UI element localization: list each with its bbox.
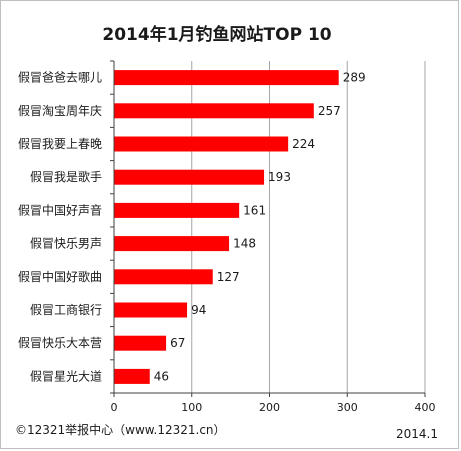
data-label: 148 [233, 237, 256, 251]
bar [114, 335, 167, 351]
x-tick-label: 100 [181, 401, 202, 414]
data-labels: 289 257 224 193 161 148 127 94 67 46 [154, 71, 366, 384]
source-credit: ©12321举报中心（www.12321.cn） [15, 422, 226, 437]
category-label: 假冒快乐大本营 [18, 336, 102, 350]
data-label: 193 [268, 170, 291, 184]
bar [114, 368, 150, 384]
x-tick-label: 300 [337, 401, 358, 414]
category-label: 假冒我要上春晚 [18, 137, 102, 151]
category-labels: 假冒爸爸去哪儿假冒淘宝周年庆假冒我要上春晚假冒我是歌手假冒中国好声音假冒快乐男声… [18, 71, 102, 384]
category-label: 假冒中国好歌曲 [18, 269, 102, 284]
date-label: 2014.1 [396, 427, 438, 441]
data-label: 224 [292, 137, 315, 151]
bars [114, 70, 339, 384]
category-label: 假冒星光大道 [30, 369, 102, 383]
data-label: 94 [191, 303, 206, 317]
data-label: 257 [318, 104, 341, 118]
bar [114, 269, 213, 285]
category-label: 假冒中国好声音 [18, 202, 102, 217]
chart-title: 2014年1月钓鱼网站TOP 10 [102, 24, 331, 45]
bar [114, 136, 289, 152]
x-tick-labels: 0 100 200 300 400 [111, 401, 436, 414]
category-label: 假冒工商银行 [30, 302, 102, 317]
axes [110, 60, 426, 397]
data-label: 127 [217, 270, 240, 284]
category-label: 假冒我是歌手 [30, 169, 102, 184]
bar [114, 70, 339, 86]
data-label: 161 [243, 203, 266, 217]
data-label: 46 [154, 369, 169, 383]
bar [114, 236, 230, 252]
bar [114, 103, 314, 119]
category-label: 假冒快乐男声 [30, 237, 102, 251]
bar [114, 302, 188, 318]
category-label: 假冒爸爸去哪儿 [18, 71, 102, 85]
bar [114, 169, 265, 185]
data-label: 289 [343, 71, 366, 85]
data-label: 67 [170, 336, 185, 350]
category-label: 假冒淘宝周年庆 [18, 104, 102, 118]
x-tick-label: 0 [111, 401, 118, 414]
bar [114, 202, 240, 218]
x-tick-label: 400 [415, 401, 436, 414]
x-tick-label: 200 [259, 401, 280, 414]
